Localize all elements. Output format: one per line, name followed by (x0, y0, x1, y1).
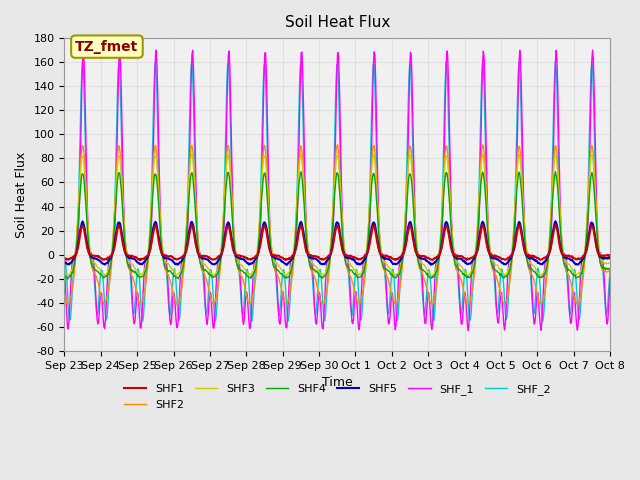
Line: SHF1: SHF1 (65, 225, 610, 260)
SHF1 (515, 222, 523, 228)
SHF5 (127, 255, 134, 261)
SHF5 (283, 262, 291, 268)
SHF3 (182, 232, 189, 238)
SHF1 (606, 253, 614, 259)
SHF3 (606, 260, 614, 266)
SHF4 (404, 181, 412, 187)
SHF_2 (152, 59, 159, 65)
SHF_1 (127, 264, 134, 269)
SHF4 (212, 274, 220, 279)
SHF1 (420, 253, 428, 259)
SHF1 (182, 250, 189, 255)
SHF_1 (404, 174, 412, 180)
Line: SHF3: SHF3 (65, 154, 610, 276)
SHF3 (404, 165, 412, 170)
SHF5 (70, 255, 78, 261)
SHF1 (463, 257, 470, 263)
SHF2 (70, 270, 78, 276)
SHF1 (70, 253, 78, 259)
SHF_2 (183, 226, 191, 232)
SHF_2 (70, 261, 78, 266)
SHF3 (61, 269, 68, 275)
SHF3 (479, 151, 486, 157)
SHF4 (63, 276, 71, 282)
SHF_1 (606, 276, 614, 281)
SHF3 (211, 273, 218, 278)
SHF2 (334, 142, 342, 148)
SHF4 (420, 268, 428, 274)
SHF2 (463, 302, 471, 308)
SHF_2 (127, 274, 134, 279)
SHF2 (420, 276, 428, 282)
Y-axis label: Soil Heat Flux: Soil Heat Flux (15, 151, 28, 238)
SHF_1 (182, 246, 189, 252)
Line: SHF_1: SHF_1 (65, 50, 610, 331)
SHF5 (606, 255, 614, 261)
Text: TZ_fmet: TZ_fmet (76, 40, 139, 54)
SHF_1 (211, 316, 218, 322)
SHF5 (404, 224, 412, 230)
SHF_1 (464, 328, 472, 334)
SHF4 (61, 274, 68, 279)
SHF1 (404, 232, 412, 238)
Line: SHF4: SHF4 (65, 172, 610, 279)
SHF3 (390, 273, 398, 279)
SHF4 (552, 169, 559, 175)
SHF3 (70, 256, 78, 262)
SHF_1 (589, 47, 596, 53)
SHF_2 (606, 267, 614, 273)
SHF2 (61, 291, 68, 297)
SHF5 (420, 256, 428, 262)
SHF5 (61, 259, 68, 265)
X-axis label: Time: Time (322, 376, 353, 389)
SHF_2 (212, 319, 220, 324)
Line: SHF_2: SHF_2 (65, 62, 610, 322)
SHF_2 (405, 75, 413, 81)
SHF_1 (70, 253, 78, 259)
SHF1 (61, 255, 68, 261)
SHF_2 (61, 254, 68, 260)
SHF2 (404, 157, 412, 163)
SHF2 (211, 299, 218, 304)
SHF4 (71, 257, 79, 263)
SHF_1 (61, 266, 68, 272)
SHF1 (127, 253, 134, 259)
SHF_1 (420, 296, 428, 302)
SHF3 (127, 261, 134, 267)
SHF4 (127, 268, 135, 274)
SHF4 (606, 266, 614, 272)
SHF2 (127, 269, 134, 275)
SHF5 (211, 262, 218, 267)
Title: Soil Heat Flux: Soil Heat Flux (285, 15, 390, 30)
Legend: SHF1, SHF2, SHF3, SHF4, SHF5, SHF_1, SHF_2: SHF1, SHF2, SHF3, SHF4, SHF5, SHF_1, SHF… (119, 380, 556, 414)
SHF_2 (212, 313, 220, 319)
SHF2 (182, 239, 189, 245)
SHF2 (606, 268, 614, 274)
Line: SHF5: SHF5 (65, 221, 610, 265)
SHF1 (211, 256, 218, 262)
SHF3 (420, 262, 428, 267)
SHF4 (183, 231, 191, 237)
Line: SHF2: SHF2 (65, 145, 610, 305)
SHF5 (182, 249, 189, 254)
SHF5 (552, 218, 559, 224)
SHF_2 (421, 312, 429, 317)
